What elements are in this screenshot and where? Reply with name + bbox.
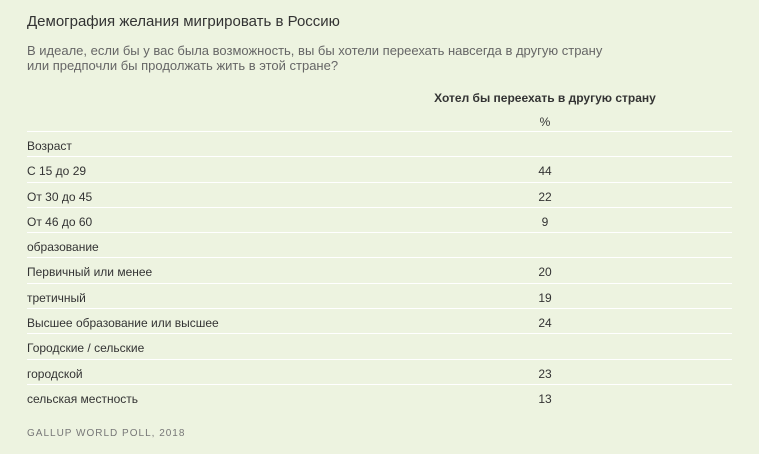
row-value: 13 bbox=[538, 391, 552, 406]
row-label: третичный bbox=[27, 290, 86, 305]
row-value: 24 bbox=[538, 316, 552, 331]
row-label: С 15 до 29 bbox=[27, 164, 87, 179]
table-group-row: Городские / сельские bbox=[27, 333, 732, 358]
group-label: образование bbox=[27, 240, 99, 255]
table-row: третичный 19 bbox=[27, 282, 732, 308]
survey-question: В идеале, если бы у вас была возможность… bbox=[27, 43, 603, 73]
column-header: Хотел бы переехать в другую страну bbox=[434, 91, 656, 105]
row-value: 20 bbox=[538, 265, 552, 280]
row-label: городской bbox=[27, 366, 83, 381]
row-label: От 46 до 60 bbox=[27, 214, 93, 229]
row-label: От 30 до 45 bbox=[27, 189, 93, 204]
table-group-row: Возраст bbox=[27, 131, 732, 156]
row-value: 19 bbox=[538, 290, 552, 305]
group-label: Городские / сельские bbox=[27, 341, 145, 356]
row-label: сельская местность bbox=[27, 391, 139, 406]
table-row: Первичный или менее 20 bbox=[27, 257, 732, 282]
source-note: GALLUP WORLD POLL, 2018 bbox=[27, 428, 186, 439]
column-unit: % bbox=[539, 115, 551, 129]
table-row: городской 23 bbox=[27, 358, 732, 384]
table-row: От 46 до 60 9 bbox=[27, 206, 732, 232]
table-group-row: образование bbox=[27, 232, 732, 257]
row-value: 9 bbox=[541, 214, 549, 229]
row-value: 44 bbox=[538, 164, 552, 179]
row-value: 23 bbox=[538, 366, 552, 381]
row-label: Высшее образование или высшее bbox=[27, 316, 219, 331]
table-row: сельская местность 13 bbox=[27, 383, 732, 409]
table-row: От 30 до 45 22 bbox=[27, 181, 732, 207]
data-table: Возраст С 15 до 29 44 От 30 до 45 22 От 46 до… bbox=[27, 131, 732, 409]
table-row: С 15 до 29 44 bbox=[27, 156, 732, 181]
table-row: Высшее образование или высшее 24 bbox=[27, 308, 732, 333]
chart-title: Демография желания мигрировать в Россию bbox=[27, 13, 340, 30]
group-label: Возраст bbox=[27, 139, 72, 153]
row-label: Первичный или менее bbox=[27, 265, 153, 280]
row-value: 22 bbox=[538, 189, 552, 204]
